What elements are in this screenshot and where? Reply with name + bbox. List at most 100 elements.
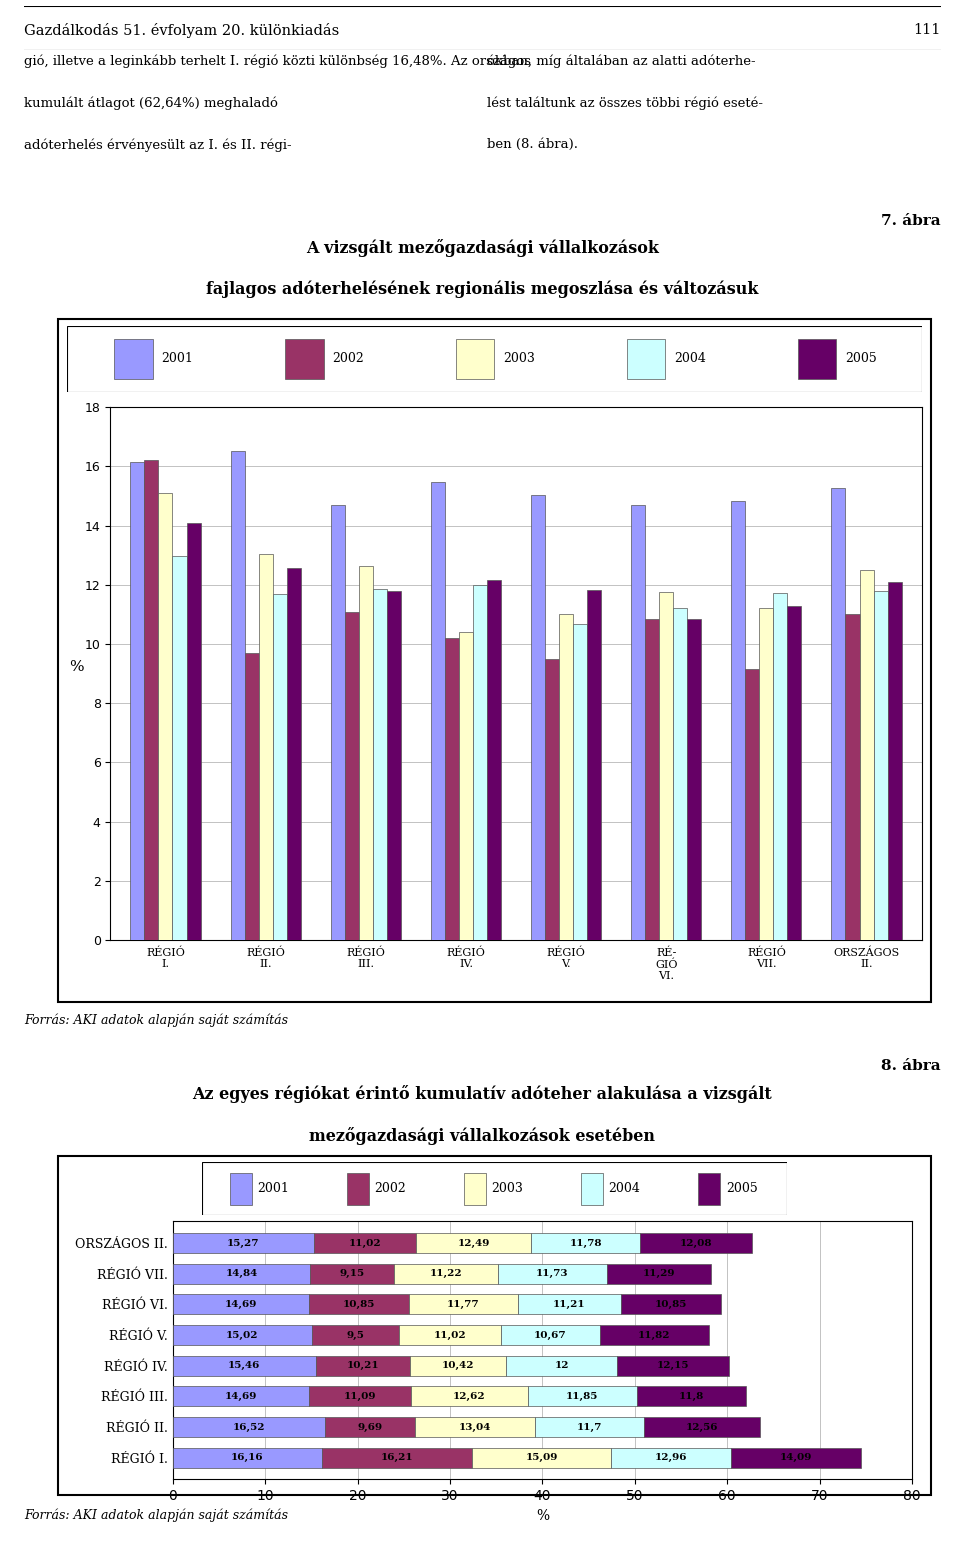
- Bar: [316, 1355, 410, 1375]
- Text: 11,78: 11,78: [569, 1239, 602, 1248]
- Text: 11,21: 11,21: [553, 1301, 586, 1308]
- Text: kumulált átlagot (62,64%) meghaladó: kumulált átlagot (62,64%) meghaladó: [24, 96, 277, 110]
- Text: 12,62: 12,62: [453, 1392, 486, 1400]
- Bar: [759, 608, 774, 940]
- Bar: [774, 592, 787, 940]
- Text: 10,85: 10,85: [343, 1301, 374, 1308]
- Bar: [888, 583, 901, 940]
- Bar: [472, 1448, 612, 1467]
- Text: Forrás: AKI adatok alapján saját számítás: Forrás: AKI adatok alapján saját számítá…: [24, 1013, 288, 1027]
- Bar: [498, 1263, 607, 1284]
- Text: 16,16: 16,16: [231, 1453, 264, 1462]
- Bar: [640, 1234, 752, 1253]
- Bar: [308, 1294, 409, 1315]
- X-axis label: %: %: [536, 1509, 549, 1523]
- Text: 11,7: 11,7: [577, 1422, 602, 1431]
- Bar: [273, 594, 287, 940]
- Text: 12,15: 12,15: [657, 1361, 689, 1371]
- Bar: [627, 339, 665, 379]
- Bar: [131, 462, 144, 940]
- Bar: [359, 567, 372, 940]
- Bar: [473, 584, 487, 940]
- Bar: [645, 618, 660, 940]
- Text: Gazdálkodás 51. évfolyam 20. különkiadás: Gazdálkodás 51. évfolyam 20. különkiadás: [24, 23, 339, 37]
- Bar: [456, 339, 494, 379]
- Bar: [173, 1234, 314, 1253]
- Text: mezőgazdasági vállalkozások esetében: mezőgazdasági vállalkozások esetében: [309, 1127, 656, 1145]
- Bar: [173, 1263, 310, 1284]
- Bar: [173, 556, 186, 940]
- Bar: [186, 524, 201, 940]
- Bar: [144, 460, 158, 940]
- Bar: [501, 1326, 600, 1346]
- Text: 12: 12: [555, 1361, 569, 1371]
- Bar: [325, 1417, 415, 1437]
- Text: 14,69: 14,69: [225, 1392, 257, 1400]
- Bar: [559, 614, 573, 940]
- Text: 111: 111: [913, 23, 941, 37]
- Bar: [416, 1234, 531, 1253]
- Text: 11,77: 11,77: [446, 1301, 479, 1308]
- Bar: [431, 482, 444, 940]
- Bar: [444, 637, 459, 940]
- Text: 2003: 2003: [503, 353, 535, 365]
- Text: 15,02: 15,02: [226, 1330, 258, 1340]
- Bar: [621, 1294, 721, 1315]
- Bar: [312, 1326, 399, 1346]
- Bar: [637, 1386, 746, 1406]
- Bar: [643, 1417, 759, 1437]
- Text: 2002: 2002: [374, 1183, 406, 1195]
- Text: 11,29: 11,29: [642, 1270, 675, 1279]
- Bar: [660, 592, 673, 940]
- Text: 11,82: 11,82: [638, 1330, 671, 1340]
- Bar: [285, 339, 324, 379]
- Bar: [114, 339, 153, 379]
- Text: 9,15: 9,15: [340, 1270, 365, 1279]
- Bar: [229, 1173, 252, 1204]
- Text: 15,09: 15,09: [525, 1453, 558, 1462]
- Text: 2004: 2004: [674, 353, 706, 365]
- Text: 2001: 2001: [161, 353, 193, 365]
- Text: 11,8: 11,8: [679, 1392, 705, 1400]
- Bar: [874, 592, 888, 940]
- Bar: [859, 570, 874, 940]
- Bar: [387, 591, 401, 940]
- Text: 12,96: 12,96: [655, 1453, 687, 1462]
- Bar: [673, 608, 687, 940]
- Y-axis label: %: %: [69, 659, 84, 674]
- Bar: [173, 1448, 323, 1467]
- Text: adóterhelés érvényesült az I. és II. régi-: adóterhelés érvényesült az I. és II. rég…: [24, 138, 292, 152]
- Bar: [347, 1173, 369, 1204]
- Bar: [798, 339, 836, 379]
- Bar: [617, 1355, 730, 1375]
- Text: 11,02: 11,02: [348, 1239, 381, 1248]
- Text: fajlagos adóterhelésének regionális megoszlása és változásuk: fajlagos adóterhelésének regionális mego…: [206, 281, 758, 298]
- Text: 15,27: 15,27: [228, 1239, 259, 1248]
- Text: 11,85: 11,85: [566, 1392, 598, 1400]
- Bar: [517, 1294, 621, 1315]
- Text: ben (8. ábra).: ben (8. ábra).: [487, 138, 578, 151]
- Bar: [173, 1386, 308, 1406]
- Text: 10,42: 10,42: [442, 1361, 474, 1371]
- Bar: [230, 451, 245, 940]
- Text: 10,21: 10,21: [347, 1361, 379, 1371]
- Text: 14,84: 14,84: [226, 1270, 257, 1279]
- Bar: [631, 505, 645, 940]
- Bar: [487, 580, 501, 940]
- Text: 12,08: 12,08: [680, 1239, 712, 1248]
- Bar: [536, 1417, 643, 1437]
- Bar: [245, 653, 258, 940]
- Bar: [528, 1386, 637, 1406]
- Bar: [331, 505, 345, 940]
- Text: 12,56: 12,56: [685, 1422, 718, 1431]
- Bar: [395, 1263, 498, 1284]
- Bar: [287, 569, 300, 940]
- Bar: [173, 1417, 325, 1437]
- Text: ókban, míg általában az alatti adóterhe-: ókban, míg általában az alatti adóterhe-: [487, 54, 756, 68]
- Text: Forrás: AKI adatok alapján saját számítás: Forrás: AKI adatok alapján saját számítá…: [24, 1507, 288, 1521]
- Text: 10,67: 10,67: [534, 1330, 566, 1340]
- Text: A vizsgált mezőgazdasági vállalkozások: A vizsgált mezőgazdasági vállalkozások: [306, 239, 659, 258]
- Bar: [415, 1417, 536, 1437]
- Text: 16,21: 16,21: [381, 1453, 414, 1462]
- Bar: [687, 618, 701, 940]
